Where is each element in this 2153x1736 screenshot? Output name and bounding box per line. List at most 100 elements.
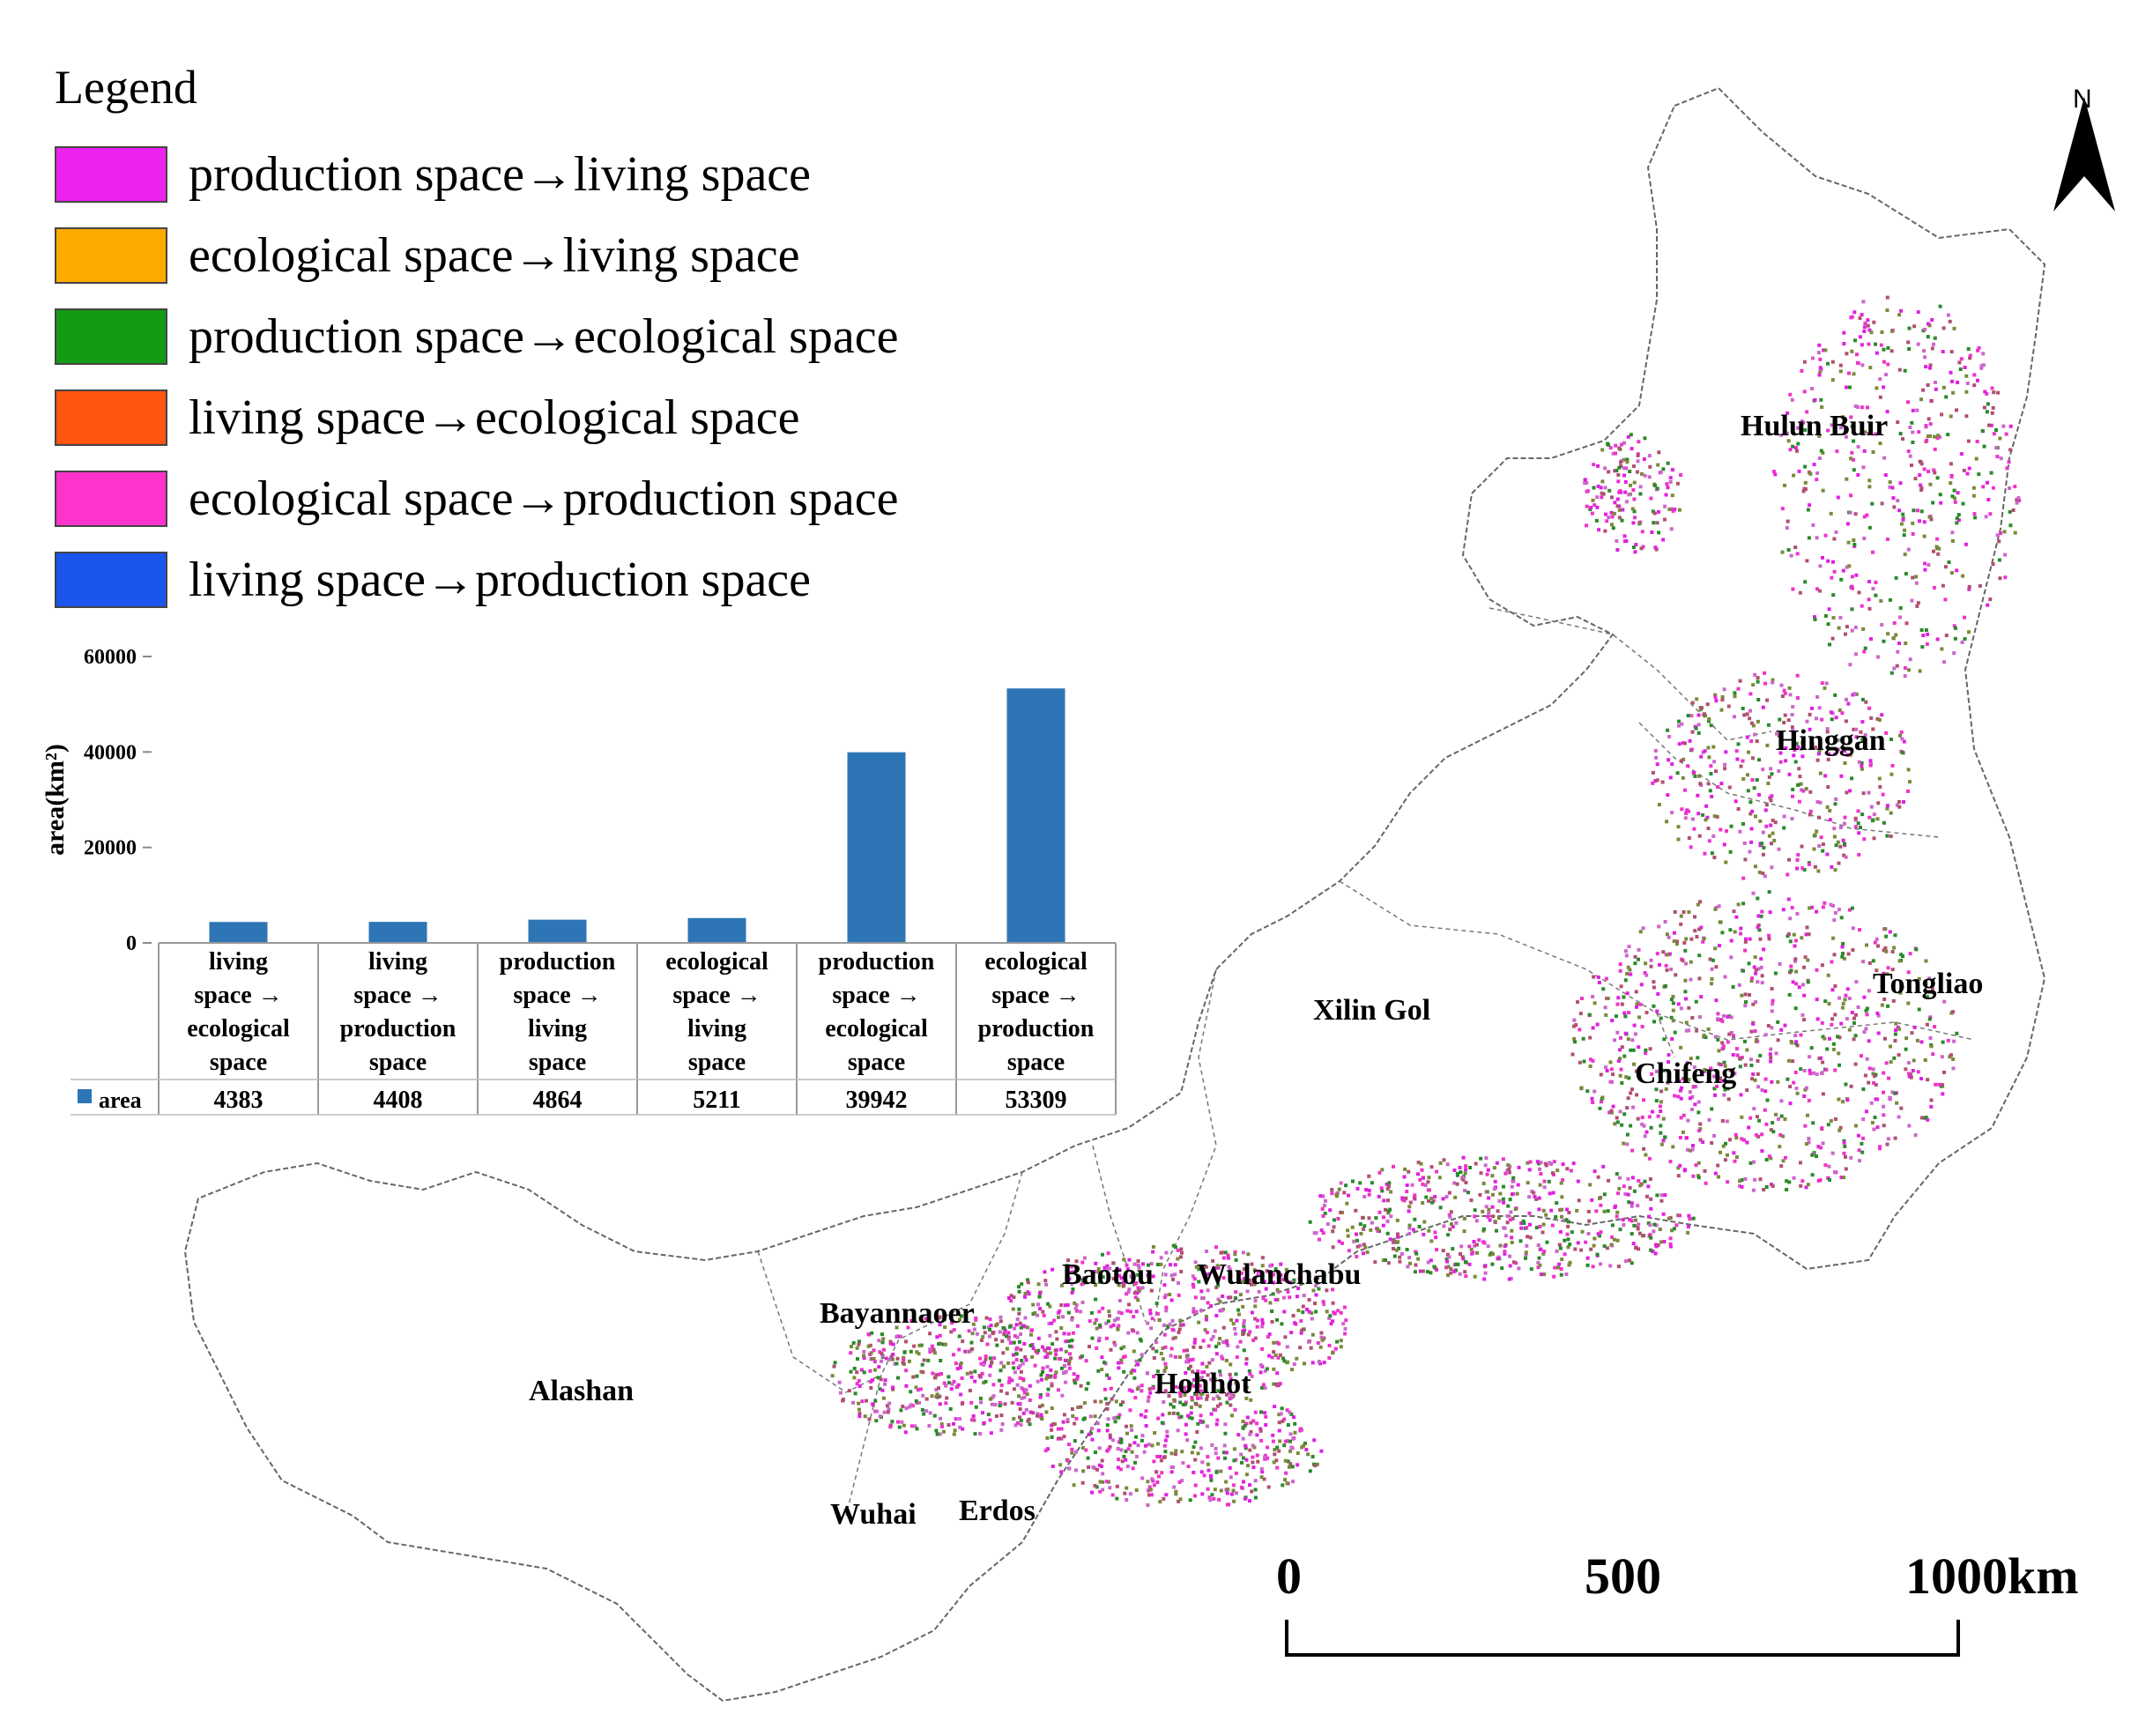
change-pixel: [1000, 1422, 1005, 1427]
change-pixel: [1617, 1059, 1621, 1063]
change-pixel: [904, 1406, 909, 1411]
change-pixel: [1642, 1098, 1646, 1102]
change-pixel: [941, 1342, 946, 1347]
change-pixel: [1842, 342, 1846, 345]
change-pixel: [1786, 718, 1791, 723]
change-pixel: [1710, 794, 1714, 798]
change-pixel: [1899, 953, 1904, 957]
change-pixel: [959, 1392, 963, 1397]
change-pixel: [1837, 908, 1841, 912]
change-pixel: [1147, 1485, 1152, 1489]
change-pixel: [1899, 308, 1904, 313]
change-pixel: [1901, 751, 1905, 755]
change-pixel: [2011, 508, 2016, 512]
change-pixel: [1124, 1458, 1128, 1462]
change-pixel: [1733, 930, 1737, 934]
change-pixel: [1702, 712, 1706, 716]
change-pixel: [878, 1387, 882, 1391]
change-pixel: [1275, 1445, 1280, 1450]
change-pixel: [1139, 1413, 1143, 1417]
change-pixel: [1733, 694, 1737, 699]
category-label: space →: [513, 982, 601, 1009]
change-pixel: [1095, 1485, 1099, 1489]
change-pixel: [1011, 1361, 1015, 1365]
change-pixel: [1181, 1323, 1185, 1327]
change-pixel: [1951, 390, 1956, 395]
change-pixel: [1327, 1343, 1332, 1347]
change-pixel: [1217, 1497, 1221, 1502]
change-pixel: [993, 1403, 998, 1406]
change-pixel: [1709, 723, 1713, 728]
change-pixel: [1652, 985, 1656, 990]
change-pixel: [912, 1344, 917, 1348]
change-pixel: [2015, 498, 2019, 502]
change-pixel: [1975, 440, 1979, 443]
change-pixel: [1812, 847, 1816, 851]
change-pixel: [1691, 1144, 1695, 1147]
change-pixel: [1817, 343, 1822, 347]
change-pixel: [1575, 1208, 1579, 1213]
change-pixel: [1829, 1119, 1833, 1123]
change-pixel: [1607, 1178, 1611, 1183]
change-pixel: [856, 1357, 859, 1361]
change-pixel: [1191, 1282, 1195, 1287]
change-pixel: [1745, 1088, 1749, 1093]
change-pixel: [1511, 1216, 1515, 1220]
change-pixel: [1119, 1438, 1124, 1443]
change-pixel: [1454, 1220, 1459, 1225]
change-pixel: [857, 1412, 862, 1416]
change-pixel: [989, 1431, 993, 1436]
change-pixel: [1199, 1308, 1203, 1312]
change-pixel: [1932, 468, 1936, 472]
change-pixel: [1817, 706, 1822, 710]
change-pixel: [1749, 1029, 1754, 1034]
change-pixel: [1228, 1272, 1232, 1277]
change-pixel: [947, 1375, 951, 1379]
change-pixel: [1147, 1493, 1151, 1497]
change-pixel: [1647, 1115, 1652, 1119]
change-pixel: [880, 1332, 884, 1337]
change-pixel: [1632, 509, 1637, 514]
change-pixel: [954, 1417, 958, 1421]
change-pixel: [1893, 933, 1897, 938]
change-pixel: [1860, 343, 1864, 347]
change-pixel: [1183, 1393, 1187, 1397]
change-pixel: [1320, 1206, 1325, 1211]
change-pixel: [1791, 1059, 1795, 1064]
change-pixel: [1827, 607, 1831, 612]
change-pixel: [1799, 1183, 1803, 1188]
change-pixel: [1110, 1493, 1115, 1497]
change-pixel: [915, 1427, 919, 1431]
change-pixel: [1750, 756, 1755, 760]
change-pixel: [1341, 1322, 1346, 1326]
change-pixel: [1170, 1327, 1175, 1332]
change-pixel: [1860, 1054, 1863, 1058]
change-pixel: [1909, 1072, 1913, 1077]
change-pixel: [1942, 999, 1947, 1004]
change-pixel: [1628, 968, 1632, 972]
change-pixel: [1667, 1060, 1670, 1065]
change-pixel: [1976, 348, 1980, 352]
y-tick-label: 0: [126, 932, 137, 955]
change-pixel: [1102, 1387, 1107, 1391]
change-pixel: [1983, 389, 1987, 394]
change-pixel: [1929, 1098, 1934, 1102]
change-pixel: [949, 1330, 954, 1334]
change-pixel: [1832, 918, 1837, 923]
change-pixel: [1891, 998, 1896, 1003]
change-pixel: [1160, 1421, 1164, 1425]
change-pixel: [1352, 1239, 1356, 1243]
change-pixel: [1484, 1205, 1489, 1209]
change-pixel: [1932, 434, 1936, 439]
change-pixel: [1020, 1282, 1024, 1287]
change-pixel: [1747, 750, 1750, 754]
change-pixel: [1687, 1224, 1690, 1228]
change-pixel: [2008, 509, 2012, 514]
change-pixel: [1080, 1429, 1084, 1434]
change-pixel: [1056, 1427, 1060, 1431]
change-pixel: [1926, 1078, 1930, 1082]
change-pixel: [1101, 1480, 1105, 1484]
change-pixel: [1067, 1344, 1072, 1348]
change-pixel: [1678, 1088, 1682, 1093]
change-pixel: [1658, 962, 1661, 967]
